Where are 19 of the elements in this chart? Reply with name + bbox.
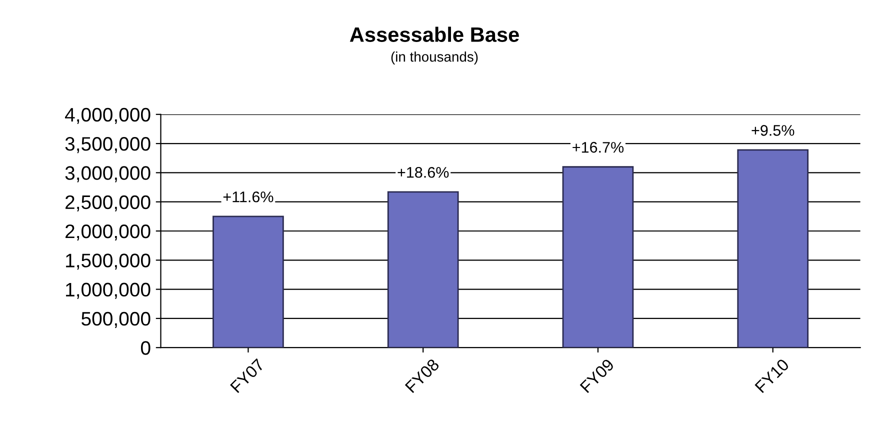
annotation: +18.6% xyxy=(398,166,449,178)
y-tick-label: 2,500,000 xyxy=(66,195,150,212)
annotation: +16.7% xyxy=(572,142,624,153)
y-tick-label: 3,500,000 xyxy=(65,137,150,154)
y-tick-label: 0 xyxy=(140,341,150,355)
bar xyxy=(737,149,809,348)
bar xyxy=(562,166,634,348)
bar xyxy=(387,191,459,348)
chart-subtitle: (in thousands) xyxy=(391,52,478,64)
annotation: +9.5% xyxy=(752,125,794,136)
annotation: +11.6% xyxy=(223,191,274,202)
y-tick-label: 3,000,000 xyxy=(65,166,150,182)
y-tick-label: 1,000,000 xyxy=(66,282,150,299)
chart-title: Assessable Base xyxy=(350,26,519,42)
y-tick-label: 1,500,000 xyxy=(66,254,150,270)
y-tick-label: 500,000 xyxy=(82,312,150,328)
y-tick-label: 2,000,000 xyxy=(66,224,150,241)
bar xyxy=(212,216,284,348)
y-tick-label: 4,000,000 xyxy=(64,108,150,124)
